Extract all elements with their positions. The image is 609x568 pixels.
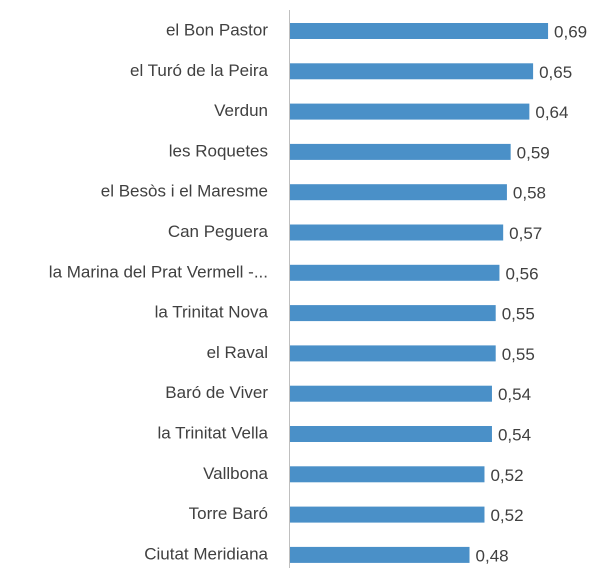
category-label: Ciutat Meridiana <box>144 544 268 563</box>
value-label: 0,55 <box>502 345 535 364</box>
value-label: 0,48 <box>476 546 509 565</box>
bar <box>290 305 496 322</box>
category-label: Verdun <box>214 101 268 120</box>
category-label: Vallbona <box>203 464 268 483</box>
value-label: 0,54 <box>498 425 531 444</box>
bar <box>290 264 500 281</box>
value-label: 0,52 <box>490 466 523 485</box>
bar <box>290 184 507 201</box>
category-label: Baró de Viver <box>165 383 268 402</box>
category-label: el Bon Pastor <box>166 20 268 39</box>
bar <box>290 466 485 483</box>
bar <box>290 546 470 563</box>
value-label: 0,52 <box>490 506 523 525</box>
value-label: 0,54 <box>498 385 531 404</box>
category-label: el Besòs i el Maresme <box>101 182 268 201</box>
bar <box>290 143 511 160</box>
category-label: la Marina del Prat Vermell -... <box>49 262 268 281</box>
bar <box>290 345 496 362</box>
category-label: la Trinitat Vella <box>157 423 268 442</box>
category-label: el Raval <box>207 343 268 362</box>
value-label: 0,59 <box>517 143 550 162</box>
bar <box>290 23 549 39</box>
bar <box>290 63 534 80</box>
bar <box>290 224 504 241</box>
category-label: la Trinitat Nova <box>155 303 269 322</box>
bar <box>290 385 492 402</box>
bar <box>290 426 492 442</box>
category-label: les Roquetes <box>169 141 268 160</box>
value-label: 0,55 <box>502 305 535 324</box>
category-label: Can Peguera <box>168 222 269 241</box>
value-label: 0,65 <box>539 63 572 82</box>
value-label: 0,56 <box>505 264 538 283</box>
value-label: 0,57 <box>509 224 542 243</box>
category-label: Torre Baró <box>189 504 268 523</box>
bar <box>290 506 485 523</box>
category-label: el Turó de la Peira <box>130 61 269 80</box>
value-label: 0,69 <box>554 22 587 41</box>
bar <box>290 103 530 120</box>
value-label: 0,64 <box>535 103 568 122</box>
value-label: 0,58 <box>513 184 546 203</box>
